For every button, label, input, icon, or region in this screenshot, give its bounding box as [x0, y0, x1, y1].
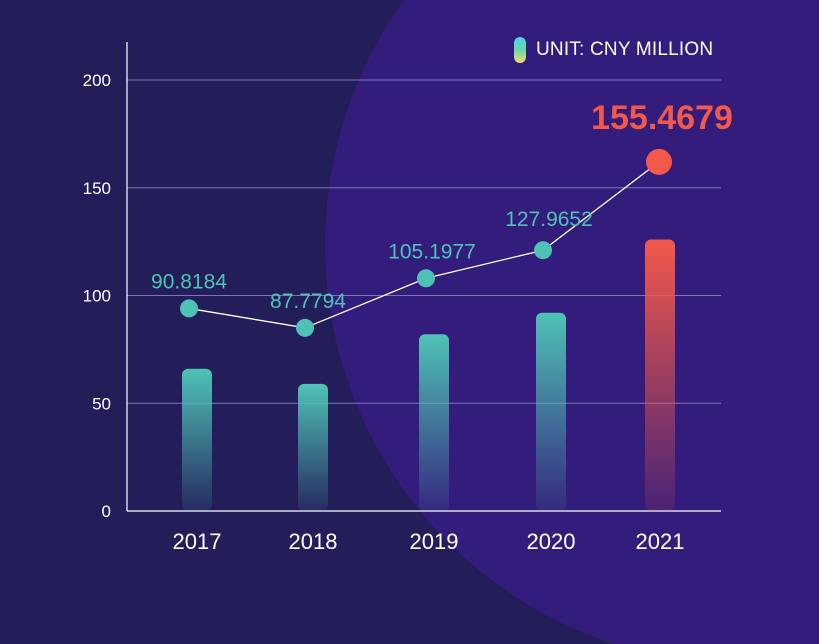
legend-label: UNIT: CNY MILLION — [536, 39, 714, 60]
x-tick-label: 2020 — [527, 529, 576, 554]
point-2021 — [646, 148, 672, 175]
trend-line — [180, 148, 672, 337]
y-tick-label: 200 — [83, 71, 111, 90]
x-tick-label: 2017 — [173, 529, 222, 554]
point-value-label: 105.1977 — [388, 240, 476, 263]
legend: UNIT: CNY MILLION — [514, 37, 713, 63]
point-value-label: 87.7794 — [270, 290, 346, 313]
bar-2017 — [182, 368, 212, 511]
labels: 0 50 100 150 200 2017 2018 2019 2020 2021 90.8184 8… — [83, 71, 733, 554]
x-tick-label: 2019 — [410, 529, 459, 554]
bar-2020 — [536, 312, 566, 511]
x-tick-label: 2021 — [636, 529, 685, 554]
bar-2019 — [419, 334, 449, 511]
bar-2018 — [298, 383, 328, 511]
point-2019 — [417, 269, 435, 288]
y-tick-label: 100 — [83, 287, 111, 306]
point-value-label: 90.8184 — [151, 270, 227, 293]
point-2018 — [296, 318, 314, 337]
y-tick-label: 50 — [92, 394, 111, 413]
bar-2021 — [645, 239, 675, 511]
point-2020 — [534, 241, 552, 260]
bars — [182, 239, 675, 511]
y-tick-label: 150 — [83, 179, 111, 198]
point-value-label: 127.9652 — [505, 208, 593, 231]
y-tick-label: 0 — [102, 502, 111, 521]
point-2017 — [180, 299, 198, 318]
point-value-label: 155.4679 — [591, 99, 733, 137]
x-tick-label: 2018 — [289, 529, 338, 554]
axes — [126, 42, 721, 512]
pill-gradient-icon — [514, 37, 526, 63]
